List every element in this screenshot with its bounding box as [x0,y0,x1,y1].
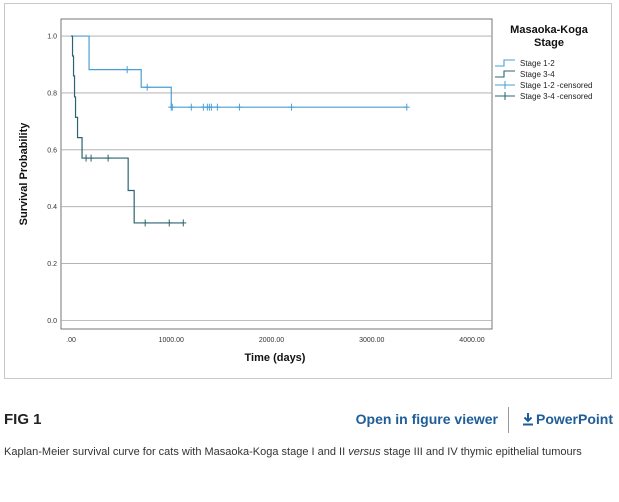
caption-text-1: Kaplan-Meier survival curve for cats wit… [4,446,349,458]
legend-label: Stage 1-2 -censored [520,81,593,90]
y-tick-label: 0.8 [47,90,57,97]
censored-mark [144,83,151,91]
caption-italic: versus [348,446,381,458]
legend-label: Stage 1-2 [520,59,555,68]
censored-mark [188,103,195,111]
legend-item: Stage 1-2 -censored [495,81,593,90]
y-tick-label: 1.0 [47,34,57,41]
grid-lines [61,35,492,321]
open-in-figure-viewer-link[interactable]: Open in figure viewer [355,411,498,427]
legend-swatch [495,70,515,78]
series-layer [71,35,410,227]
censored-mark [83,154,90,162]
censored-mark [236,103,243,111]
censored-mark [88,154,95,162]
x-tick-label: 4000.00 [459,337,484,344]
legend-label: Stage 3-4 -censored [520,92,593,101]
x-axis-title: Time (days) [245,352,306,364]
footer-divider [508,407,509,433]
legend-items: Stage 1-2 Stage 3-4 Stage 1-2 -censored Sta… [495,59,593,101]
legend-title-line2: Stage [534,37,564,49]
x-tick-label: 3000.00 [359,337,384,344]
plot-area [60,18,493,330]
censored-mark [403,103,410,111]
survival-curve-2 [71,35,184,224]
censored-mark [169,103,176,111]
x-tick-label: 2000.00 [259,337,284,344]
legend-label: Stage 3-4 [520,70,555,79]
y-tick-labels: 0.0 0.2 0.4 0.6 0.8 1.0 [47,34,57,325]
x-tick-label: .00 [66,337,76,344]
censored-mark [214,103,221,111]
legend-title-line1: Masaoka-Koga [510,24,589,36]
censored-mark [288,103,295,111]
download-icon [522,413,533,426]
figure-footer: FIG 1 Open in figure viewer PowerPoint [4,404,613,436]
censored-mark [124,66,131,74]
figure-caption: Kaplan-Meier survival curve for cats wit… [4,442,609,463]
x-tick-label: 1000.00 [159,337,184,344]
censored-mark [180,219,187,227]
legend-item: Stage 3-4 -censored [495,92,593,101]
censored-mark [166,219,173,227]
y-tick-label: 0.4 [47,204,57,211]
figure-label: FIG 1 [4,411,42,428]
y-tick-label: 0.0 [47,318,57,325]
y-tick-label: 0.2 [47,261,57,268]
legend-swatch [495,59,515,67]
legend-item: Stage 1-2 [495,59,555,68]
caption-text-2: stage III and IV thymic epithelial tumou… [380,446,582,458]
km-chart: 0.0 0.2 0.4 0.6 0.8 1.0 .00 1000.00 2000.00 3000… [18,18,593,364]
powerpoint-download-link[interactable]: PowerPoint [522,411,613,427]
y-axis-title: Survival Probability [18,122,30,226]
figure-frame: 0.0 0.2 0.4 0.6 0.8 1.0 .00 1000.00 2000.00 3000… [4,3,612,379]
censored-mark [142,219,149,227]
censored-mark [105,154,112,162]
y-tick-label: 0.6 [47,147,57,154]
legend-item: Stage 3-4 [495,70,555,79]
powerpoint-label: PowerPoint [535,411,613,427]
censored-mark [208,103,215,111]
x-tick-labels: .00 1000.00 2000.00 3000.00 4000.00 [66,337,485,344]
